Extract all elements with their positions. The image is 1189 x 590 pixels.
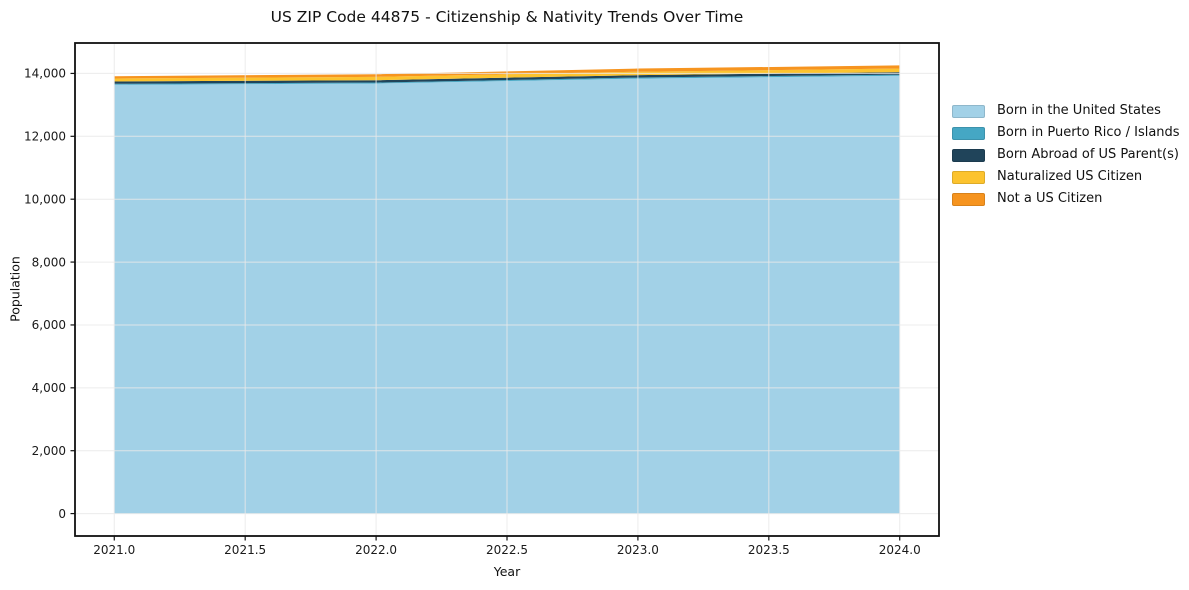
legend-item: Born in the United States [952, 104, 1180, 118]
legend-item: Naturalized US Citizen [952, 170, 1180, 184]
legend: Born in the United States Born in Puerto… [952, 104, 1180, 214]
y-axis-label: Population [7, 256, 23, 322]
y-tick-label: 8,000 [32, 255, 66, 269]
legend-item: Not a US Citizen [952, 192, 1180, 206]
legend-item: Born in Puerto Rico / Islands [952, 126, 1180, 140]
legend-item-label: Naturalized US Citizen [997, 169, 1143, 184]
legend-swatch-icon [952, 170, 985, 184]
x-tick-label: 2021.0 [93, 543, 135, 557]
x-axis-label: Year [493, 564, 521, 579]
legend-item-label: Born in the United States [997, 103, 1161, 118]
legend-swatch-icon [952, 126, 985, 140]
y-tick-label: 2,000 [32, 444, 66, 458]
x-tick-label: 2023.5 [748, 543, 790, 557]
x-tick-label: 2024.0 [879, 543, 921, 557]
legend-item-label: Born Abroad of US Parent(s) [997, 147, 1179, 162]
x-tick-label: 2023.0 [617, 543, 659, 557]
y-tick-label: 6,000 [32, 318, 66, 332]
area-series-1 [114, 74, 900, 85]
legend-item: Born Abroad of US Parent(s) [952, 148, 1180, 162]
y-tick-label: 0 [58, 507, 66, 521]
chart-title: US ZIP Code 44875 - Citizenship & Nativi… [270, 8, 744, 26]
x-tick-label: 2021.5 [224, 543, 266, 557]
y-tick-label: 14,000 [24, 67, 66, 81]
y-tick-label: 4,000 [32, 381, 66, 395]
x-tick-label: 2022.0 [355, 543, 397, 557]
x-tick-label: 2022.5 [486, 543, 528, 557]
legend-swatch-icon [952, 148, 985, 162]
legend-item-label: Not a US Citizen [997, 191, 1103, 206]
y-tick-label: 10,000 [24, 192, 66, 206]
legend-swatch-icon [952, 104, 985, 118]
legend-swatch-icon [952, 192, 985, 206]
y-tick-label: 12,000 [24, 130, 66, 144]
legend-item-label: Born in Puerto Rico / Islands [997, 125, 1180, 140]
